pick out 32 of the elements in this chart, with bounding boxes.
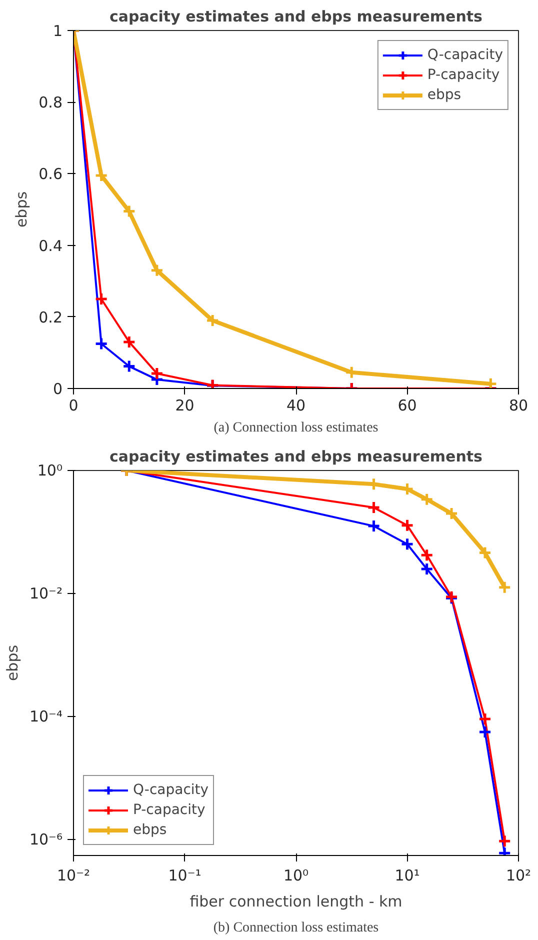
x-tick-label: 80 — [508, 396, 528, 414]
legend-label: P-capacity — [133, 802, 206, 818]
x-tick-label: 0 — [68, 396, 78, 414]
x-tick-label: 60 — [398, 396, 417, 414]
text: (b) Connection loss estimates — [213, 920, 379, 936]
chart-title: capacity estimates and ebps measurements — [110, 448, 483, 466]
y-axis-title: ebps — [12, 191, 31, 228]
legend-label: Q-capacity — [427, 47, 503, 63]
y-tick-label: 0 — [52, 380, 63, 398]
legend-label: P-capacity — [427, 67, 500, 83]
y-tick-label: 0.4 — [38, 236, 63, 255]
y-tick-label: 10⁻² — [29, 584, 63, 603]
legend-label: ebps — [133, 822, 167, 838]
x-tick-label: 20 — [175, 396, 194, 414]
chart-title: capacity estimates and ebps measurements — [110, 8, 483, 26]
legend-label: Q-capacity — [133, 782, 209, 798]
y-tick-label: 0.2 — [38, 308, 63, 326]
x-tick-label: 40 — [286, 396, 306, 414]
x-tick-label: 10⁻¹ — [168, 866, 202, 884]
text: (a) Connection loss estimates — [214, 420, 378, 436]
y-tick-label: 0.6 — [38, 165, 63, 184]
y-axis-title: ebps — [3, 644, 22, 682]
x-axis-title: fiber connection length - km — [190, 892, 402, 910]
y-tick-label: 10⁻⁴ — [29, 708, 63, 726]
y-tick-label: 10⁰ — [37, 462, 63, 480]
y-tick-label: 0.8 — [38, 94, 63, 112]
y-tick-label: 10⁻⁶ — [29, 830, 63, 849]
x-tick-label: 10⁰ — [283, 866, 309, 884]
y-tick-label: 1 — [52, 22, 63, 40]
x-tick-label: 10¹ — [394, 866, 420, 884]
legend-label: ebps — [427, 87, 462, 103]
x-tick-label: 10² — [506, 866, 532, 884]
